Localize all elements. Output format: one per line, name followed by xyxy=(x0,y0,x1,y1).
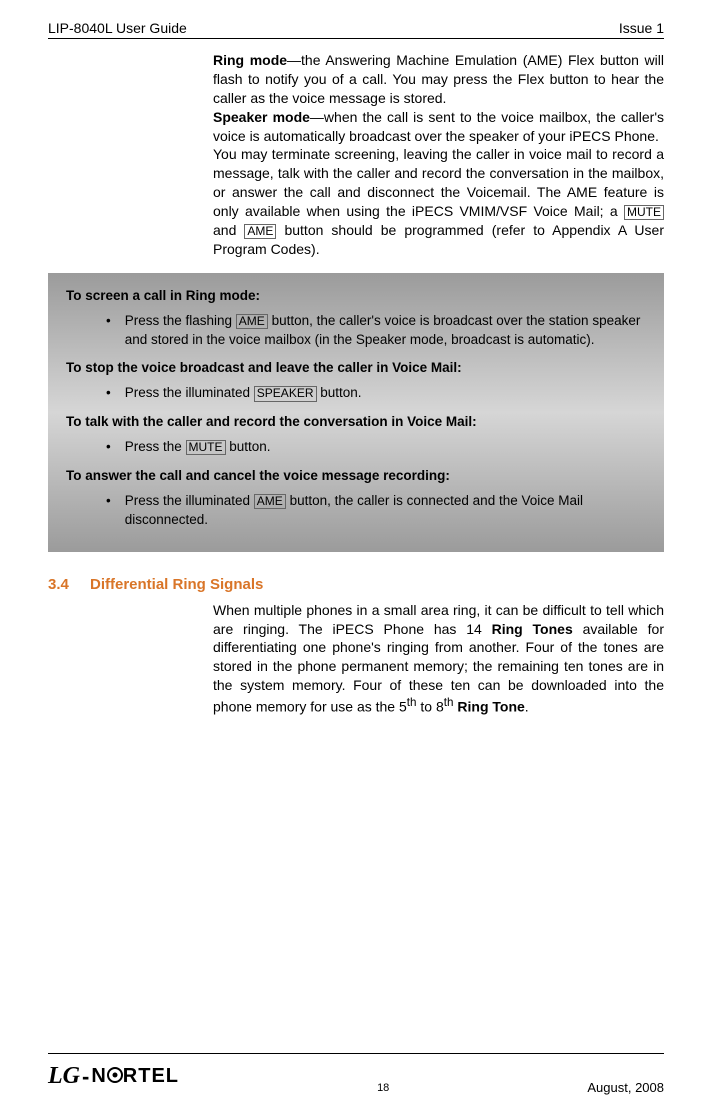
howto-heading-4: To answer the call and cancel the voice … xyxy=(66,467,646,486)
speaker-button-ref: SPEAKER xyxy=(254,386,317,401)
page-number: 18 xyxy=(179,1060,587,1094)
paragraph3c: button should be programmed (refer to Ap… xyxy=(213,222,664,257)
logo-separator: - xyxy=(82,1064,89,1090)
b4a: Press the illuminated xyxy=(125,493,254,508)
paragraph3a: You may terminate screening, leaving the… xyxy=(213,146,664,219)
logo-nortel-text: NRTEL xyxy=(91,1065,179,1088)
bullet-icon: • xyxy=(106,312,111,350)
howto-bullet-1: • Press the flashing AME button, the cal… xyxy=(106,312,646,350)
b1a: Press the flashing xyxy=(125,313,236,328)
section-body: When multiple phones in a small area rin… xyxy=(213,601,664,717)
mute-button-ref-2: MUTE xyxy=(186,440,226,455)
bullet-icon: • xyxy=(106,384,111,403)
page-footer: LG - NRTEL 18 August, 2008 xyxy=(48,1053,664,1095)
body-paragraphs: Ring mode—the Answering Machine Emulatio… xyxy=(213,51,664,259)
sup2: th xyxy=(444,696,454,709)
mute-button-ref: MUTE xyxy=(624,205,664,220)
section-text5: . xyxy=(525,699,529,715)
howto-heading-3: To talk with the caller and record the c… xyxy=(66,413,646,432)
howto-bullet-3: • Press the MUTE button. xyxy=(106,438,646,457)
section-number: 3.4 xyxy=(48,576,90,593)
ring-tone-bold: Ring Tone xyxy=(457,699,524,715)
sup1: th xyxy=(407,696,417,709)
header-left: LIP-8040L User Guide xyxy=(48,20,187,36)
ame-button-ref-2: AME xyxy=(236,314,268,329)
speaker-mode-label: Speaker mode xyxy=(213,109,310,125)
howto-box: To screen a call in Ring mode: • Press t… xyxy=(48,273,664,552)
section-text3: to 8 xyxy=(417,699,444,715)
logo-lg-icon: LG xyxy=(48,1063,80,1090)
section-title: Differential Ring Signals xyxy=(90,576,263,593)
bullet-icon: • xyxy=(106,438,111,457)
footer-date: August, 2008 xyxy=(587,1058,664,1095)
page-header: LIP-8040L User Guide Issue 1 xyxy=(48,20,664,39)
b2a: Press the illuminated xyxy=(125,385,254,400)
ring-mode-label: Ring mode xyxy=(213,52,287,68)
howto-bullet-2: • Press the illuminated SPEAKER button. xyxy=(106,384,646,403)
main-content: Ring mode—the Answering Machine Emulatio… xyxy=(48,51,664,717)
howto-heading-1: To screen a call in Ring mode: xyxy=(66,287,646,306)
howto-heading-2: To stop the voice broadcast and leave th… xyxy=(66,359,646,378)
lg-nortel-logo: LG - NRTEL xyxy=(48,1063,179,1090)
section-heading: 3.4 Differential Ring Signals xyxy=(48,576,664,593)
bullet-icon: • xyxy=(106,492,111,530)
paragraph3b: and xyxy=(213,222,244,238)
b2b: button. xyxy=(317,385,362,400)
header-right: Issue 1 xyxy=(619,20,664,36)
b3b: button. xyxy=(226,439,271,454)
b3a: Press the xyxy=(125,439,186,454)
ame-button-ref-3: AME xyxy=(254,494,286,509)
ame-button-ref: AME xyxy=(244,224,276,239)
howto-bullet-4: • Press the illuminated AME button, the … xyxy=(106,492,646,530)
ring-tones-bold: Ring Tones xyxy=(492,621,573,637)
